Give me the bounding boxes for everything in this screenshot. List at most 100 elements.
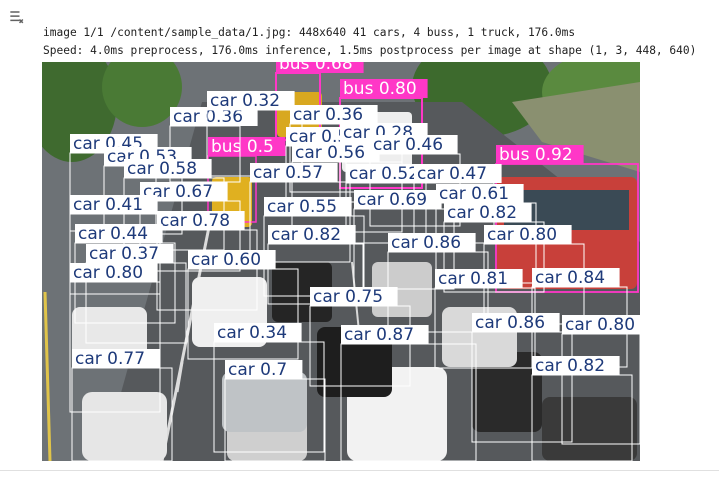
detection-car: car 0.36 [289, 105, 378, 193]
detection-bus: bus 0.5 [207, 137, 286, 223]
detection-label: car 0.77 [75, 349, 145, 369]
detection-car: car 0.58 [123, 159, 225, 251]
detection-car: car 0.87 [340, 325, 477, 461]
detection-label-bg [496, 145, 584, 164]
detection-label: car 0.60 [191, 250, 261, 270]
detection-label: car 0.34 [217, 323, 287, 343]
detection-label: car 0.32 [210, 91, 280, 111]
detection-car: car 0.44 [74, 224, 176, 324]
detection-label-bg [276, 62, 364, 73]
detection-label-bg [341, 325, 429, 344]
detection-label: bus 0.80 [343, 79, 417, 99]
detection-output-image: bus 0.68 bus 0.80 bus 0.92 bus 0.5 car 0.36 c… [42, 62, 640, 461]
detection-car: car 0.55 [263, 197, 365, 297]
speed-log-line: Speed: 4.0ms preprocess, 176.0ms inferen… [43, 44, 697, 57]
detection-label-bg [532, 356, 620, 375]
detection-car: car 0.37 [85, 244, 187, 344]
detection-label-bg [268, 225, 356, 244]
detection-car: car 0.82 [267, 225, 364, 305]
detection-car: car 0.80 [561, 315, 640, 445]
detection-label: car 0.84 [535, 268, 605, 288]
detection-car: car 0.57 [249, 163, 351, 263]
detection-car: car 0.32 [206, 91, 303, 177]
detection-label-bg [290, 105, 378, 124]
detection-label: car 0.36 [173, 107, 243, 127]
detection-label: bus 0.68 [279, 62, 353, 74]
detection-label: bus 0.92 [499, 145, 573, 165]
detection-car: car 0.7 [224, 360, 326, 461]
detection-car: car 0.80 [69, 263, 161, 413]
detection-label-bg [414, 164, 502, 183]
detection-label-bg [214, 323, 302, 342]
detection-car: car 0.52 [345, 164, 434, 244]
detection-label-bg [532, 268, 620, 287]
detection-label: car 0.87 [344, 325, 414, 345]
detection-car: car 0.75 [309, 287, 411, 387]
detection-label: car 0.78 [160, 211, 230, 231]
detection-label-bg [340, 79, 428, 98]
detection-label: car 0.81 [438, 269, 508, 289]
detection-label-bg [346, 164, 434, 183]
output-divider [0, 470, 719, 471]
detection-label-bg [86, 244, 174, 263]
detection-label: car 0.86 [391, 233, 461, 253]
detection-label: car 0.86 [475, 313, 545, 333]
detection-label: car 0.55 [267, 197, 337, 217]
detection-label-bg [562, 315, 640, 334]
detection-label: car 0.69 [357, 190, 427, 210]
detection-label-bg [292, 143, 380, 162]
detection-label: car 0.80 [487, 225, 557, 245]
clear-output-icon[interactable] [6, 6, 28, 28]
detection-label: car 0.52 [349, 164, 419, 184]
detection-label: car 0.67 [143, 182, 213, 202]
detection-label: car 0.61 [439, 184, 509, 204]
detection-label: car 0.80 [73, 263, 143, 283]
detection-label: car 0.36 [293, 105, 363, 125]
detection-car: car 0.82 [443, 203, 545, 293]
detection-car: car 0.86 [471, 313, 573, 443]
detection-label: car 0.37 [89, 244, 159, 264]
detection-label: car 0.82 [535, 356, 605, 376]
detection-label-bg [484, 225, 572, 244]
detection-label-bg [140, 182, 228, 201]
detection-label-bg [370, 135, 458, 154]
detection-label-bg [435, 269, 523, 288]
detection-car: car 0.81 [434, 269, 536, 369]
detection-car: car 0.82 [531, 356, 633, 461]
detection-label: car 0.58 [127, 159, 197, 179]
detection-car: car 0.34 [213, 323, 325, 453]
detection-label-bg [207, 91, 295, 110]
detection-label-bg [444, 203, 532, 222]
detection-label: car 0.44 [78, 224, 148, 244]
detection-label-bg [250, 163, 338, 182]
detection-label-bg [388, 233, 476, 252]
detection-car: car 0.60 [187, 250, 299, 360]
detection-label-bg [72, 349, 160, 368]
detection-label-bg [208, 137, 286, 156]
detection-label: car 0.7 [228, 360, 287, 380]
inference-log-line: image 1/1 /content/sample_data/1.jpg: 44… [43, 26, 576, 39]
detection-label-bg [310, 287, 398, 306]
detection-label-bg [70, 195, 158, 214]
detection-label-bg [436, 184, 524, 203]
detection-label-bg [157, 211, 245, 230]
detection-car: car 0.41 [69, 195, 161, 295]
detection-label: car 0.82 [447, 203, 517, 223]
detection-label-bg [472, 313, 560, 332]
detection-label: car 0.82 [271, 225, 341, 245]
detection-label-bg [70, 263, 158, 282]
detection-label-bg [124, 159, 212, 178]
detection-label-bg [225, 360, 303, 379]
detection-label: car 0.41 [73, 195, 143, 215]
detection-label: car 0.75 [313, 287, 383, 307]
detection-label: bus 0.5 [211, 137, 274, 157]
detection-label: car 0.80 [565, 315, 635, 335]
detection-label-bg [354, 190, 442, 209]
detection-label-bg [264, 197, 352, 216]
detection-label: car 0.47 [417, 164, 487, 184]
detection-label: car 0.56 [295, 143, 365, 163]
detection-car: car 0.78 [156, 211, 258, 311]
detection-label: car 0.46 [373, 135, 443, 155]
detection-label-bg [75, 224, 163, 243]
